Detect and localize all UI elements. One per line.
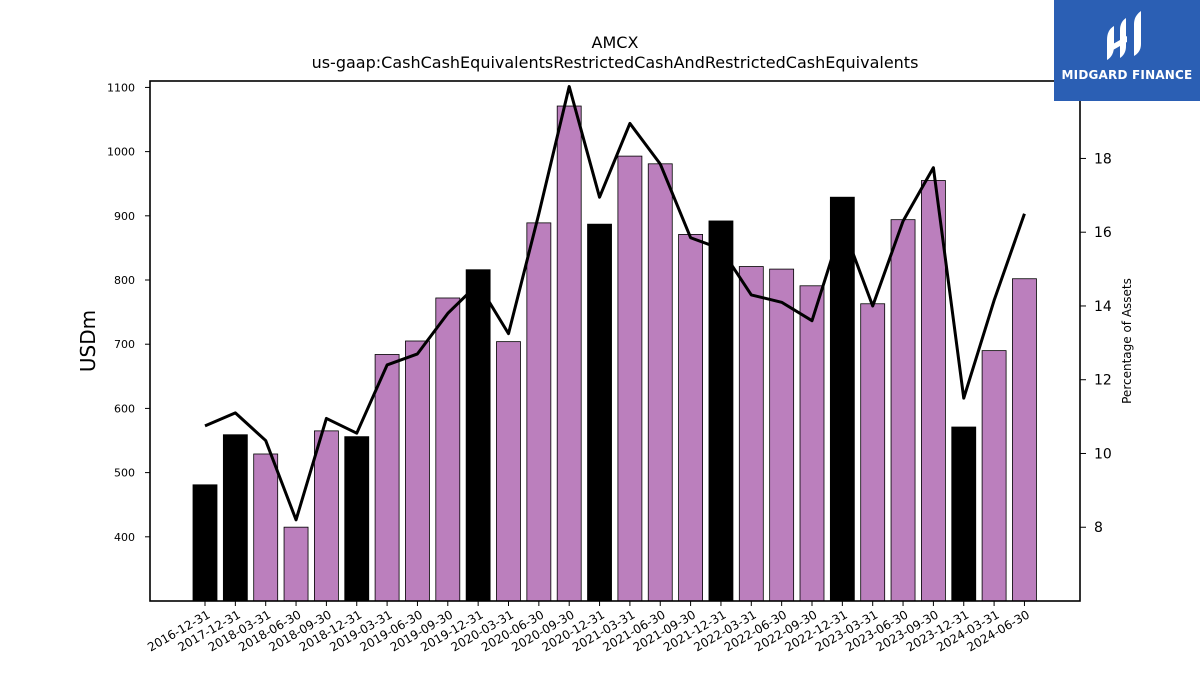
y2-tick-label: 10: [1094, 446, 1112, 462]
y-tick-label: 700: [114, 338, 135, 351]
bar: [951, 426, 977, 602]
bar: [921, 180, 946, 602]
y-tick-label: 400: [114, 531, 135, 544]
logo-mark-icon: [1107, 11, 1141, 60]
y2-tick-label: 14: [1094, 299, 1112, 315]
y-tick-label: 900: [114, 210, 135, 223]
bar: [587, 223, 612, 602]
bar: [738, 266, 764, 602]
brand-name: MIDGARD FINANCE: [1061, 68, 1193, 82]
brand-logo: MIDGARD FINANCE: [1054, 0, 1200, 101]
y2-axis-label: Percentage of Assets: [1120, 278, 1134, 404]
plot-frame: [149, 80, 1081, 602]
y-axis-label: USDm: [76, 310, 100, 372]
bar: [526, 222, 552, 602]
bar: [435, 297, 461, 602]
chart-subtitle: us-gaap:CashCashEquivalentsRestrictedCas…: [312, 53, 919, 72]
bar: [405, 340, 430, 602]
bar: [769, 268, 795, 602]
bar: [890, 219, 916, 602]
bar: [647, 163, 673, 602]
bar: [192, 484, 218, 602]
chart-title: AMCX: [592, 33, 639, 52]
bar: [496, 341, 521, 602]
bar: [860, 303, 886, 602]
bar: [283, 526, 309, 602]
y-tick-label: 800: [114, 274, 135, 287]
bar: [465, 269, 491, 602]
bar: [799, 285, 825, 602]
line-layer: [204, 85, 1026, 522]
bar: [344, 436, 370, 602]
bars-layer: [192, 105, 1037, 602]
bar: [556, 105, 582, 602]
bar: [253, 453, 279, 602]
bar: [708, 220, 734, 602]
y-tick-label: 600: [114, 402, 135, 415]
bar: [981, 350, 1007, 602]
bar: [222, 434, 248, 602]
y-tick-label: 1100: [107, 81, 135, 94]
bar: [1012, 278, 1037, 602]
bar: [678, 234, 703, 602]
bar: [313, 430, 339, 602]
y2-tick-label: 16: [1094, 225, 1112, 241]
y2-tick-label: 8: [1094, 520, 1103, 536]
y-tick-label: 1000: [107, 146, 135, 159]
bar: [374, 354, 400, 602]
y2-tick-label: 12: [1094, 373, 1112, 389]
y2-tick-label: 18: [1094, 151, 1112, 167]
bar: [617, 155, 643, 602]
bar: [829, 196, 855, 602]
series-line: [204, 85, 1026, 522]
y-tick-label: 500: [114, 467, 135, 480]
